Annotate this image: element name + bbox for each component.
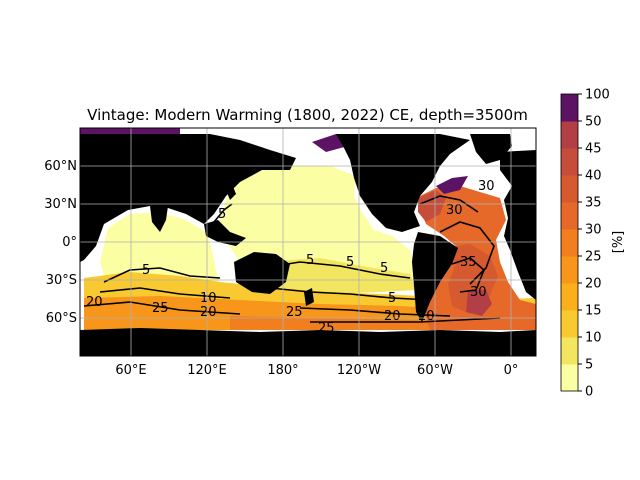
- land-australia: [234, 252, 290, 294]
- colorbar-tick-label: 50: [585, 115, 602, 130]
- colorbar-bin: [561, 202, 578, 230]
- land-india: [150, 206, 168, 232]
- colorbar-bin: [561, 229, 578, 257]
- colorbar-tick-label: 0: [585, 385, 593, 400]
- contour-label: 5: [218, 207, 226, 222]
- land-north-america: [336, 134, 470, 232]
- colorbar-tick-label: 40: [585, 169, 602, 184]
- lon-tick-label: 180°: [267, 363, 298, 378]
- contour-label: 20: [418, 309, 435, 324]
- contour-label: 25: [318, 321, 335, 336]
- contour-label: 5: [346, 255, 354, 270]
- contour-label: 5: [388, 291, 396, 306]
- contour-5-indonesia: [213, 203, 233, 223]
- contour-10-indian: [99, 287, 231, 299]
- colorbar-tick-label: 35: [585, 196, 602, 211]
- colorbar-tick-label: 5: [585, 358, 593, 373]
- south-atlantic-high: [466, 290, 492, 316]
- land-africa-europe-east: [500, 150, 536, 300]
- colorbar-bin: [561, 148, 578, 176]
- colorbar-tick-label: 100: [585, 88, 610, 103]
- lon-tick-label: 0°: [504, 363, 519, 378]
- colorbar-bin: [561, 310, 578, 338]
- colorbar-bin: [561, 121, 578, 149]
- contour-label: 30: [446, 203, 463, 218]
- arctic-patch-atlantic: [436, 176, 468, 194]
- colorbar-bin: [561, 94, 578, 122]
- contour-label: 25: [286, 305, 303, 320]
- gridlines: [80, 128, 536, 356]
- map-title: Vintage: Modern Warming (1800, 2022) CE,…: [87, 106, 528, 124]
- colorbar-bin: [561, 364, 578, 392]
- contour-label: 20: [86, 295, 103, 310]
- pacific-south-band: [258, 258, 416, 296]
- colorbar-bin: [561, 256, 578, 284]
- contour-label: 30: [478, 179, 495, 194]
- contour-35-atlantic: [451, 257, 485, 293]
- lon-tick-label: 120°W: [337, 363, 381, 378]
- contour-10-pacific: [269, 287, 431, 301]
- contour-label: 5: [380, 261, 388, 276]
- contour-5-pacific: [261, 261, 411, 279]
- land-indonesia: [204, 220, 246, 246]
- north-atlantic-high: [418, 190, 446, 222]
- colorbar-bin: [561, 175, 578, 203]
- lat-tick-label: 30°N: [44, 197, 77, 212]
- land-antarctica: [80, 328, 536, 356]
- colorbar-bin: [561, 283, 578, 311]
- contour-20-indian: [83, 301, 241, 315]
- lat-tick-label: 30°S: [46, 273, 77, 288]
- contour-25-south: [310, 317, 501, 323]
- lon-tick-label: 120°E: [187, 363, 227, 378]
- contour-20-pacific: [299, 307, 451, 317]
- contour-label: 30: [470, 285, 487, 300]
- contour-labels: 5 5 5 5 5 10 20 20 25 25 20 30 35 30 30 …: [86, 179, 495, 336]
- lon-tick-labels: 60°E 120°E 180° 120°W 60°W 0°: [115, 363, 518, 378]
- contour-5-indian: [103, 267, 221, 283]
- indian-ocean-field: [100, 212, 222, 292]
- arctic-patch-west: [80, 128, 180, 135]
- colorbar-tick-label: 45: [585, 142, 602, 157]
- lat-tick-labels: 60°N 30°N 0° 30°S 60°S: [44, 159, 77, 326]
- colorbar-tick-label: 10: [585, 331, 602, 346]
- colorbar-label: [%]: [611, 231, 626, 254]
- colorbar-bin: [561, 337, 578, 365]
- contour-label: 20: [200, 305, 217, 320]
- contour-label: 20: [384, 309, 401, 324]
- map-frame: [79, 127, 537, 357]
- lat-tick-label: 60°S: [46, 311, 77, 326]
- colorbar-tick-label: 20: [585, 277, 602, 292]
- colorbar-tick-label: 30: [585, 223, 602, 238]
- contour-label: 5: [142, 263, 150, 278]
- contour-label: 35: [460, 255, 477, 270]
- lat-tick-label: 0°: [62, 235, 77, 250]
- colorbar: 0 5 10 15 20 25 30 35 40 45 50 100: [560, 88, 610, 400]
- colorbar-tick-label: 15: [585, 304, 602, 319]
- contour-lines: [83, 195, 501, 323]
- contour-label: 25: [152, 301, 169, 316]
- land-japan: [226, 184, 236, 200]
- contour-label: 5: [306, 253, 314, 268]
- colorbar-frame: [560, 93, 579, 392]
- colorbar-tick-label: 25: [585, 250, 602, 265]
- lon-tick-label: 60°W: [417, 363, 453, 378]
- lat-tick-label: 60°N: [44, 159, 77, 174]
- contour-label: 10: [200, 291, 217, 306]
- contour-north-atlantic: [419, 195, 479, 213]
- lon-tick-label: 60°E: [115, 363, 146, 378]
